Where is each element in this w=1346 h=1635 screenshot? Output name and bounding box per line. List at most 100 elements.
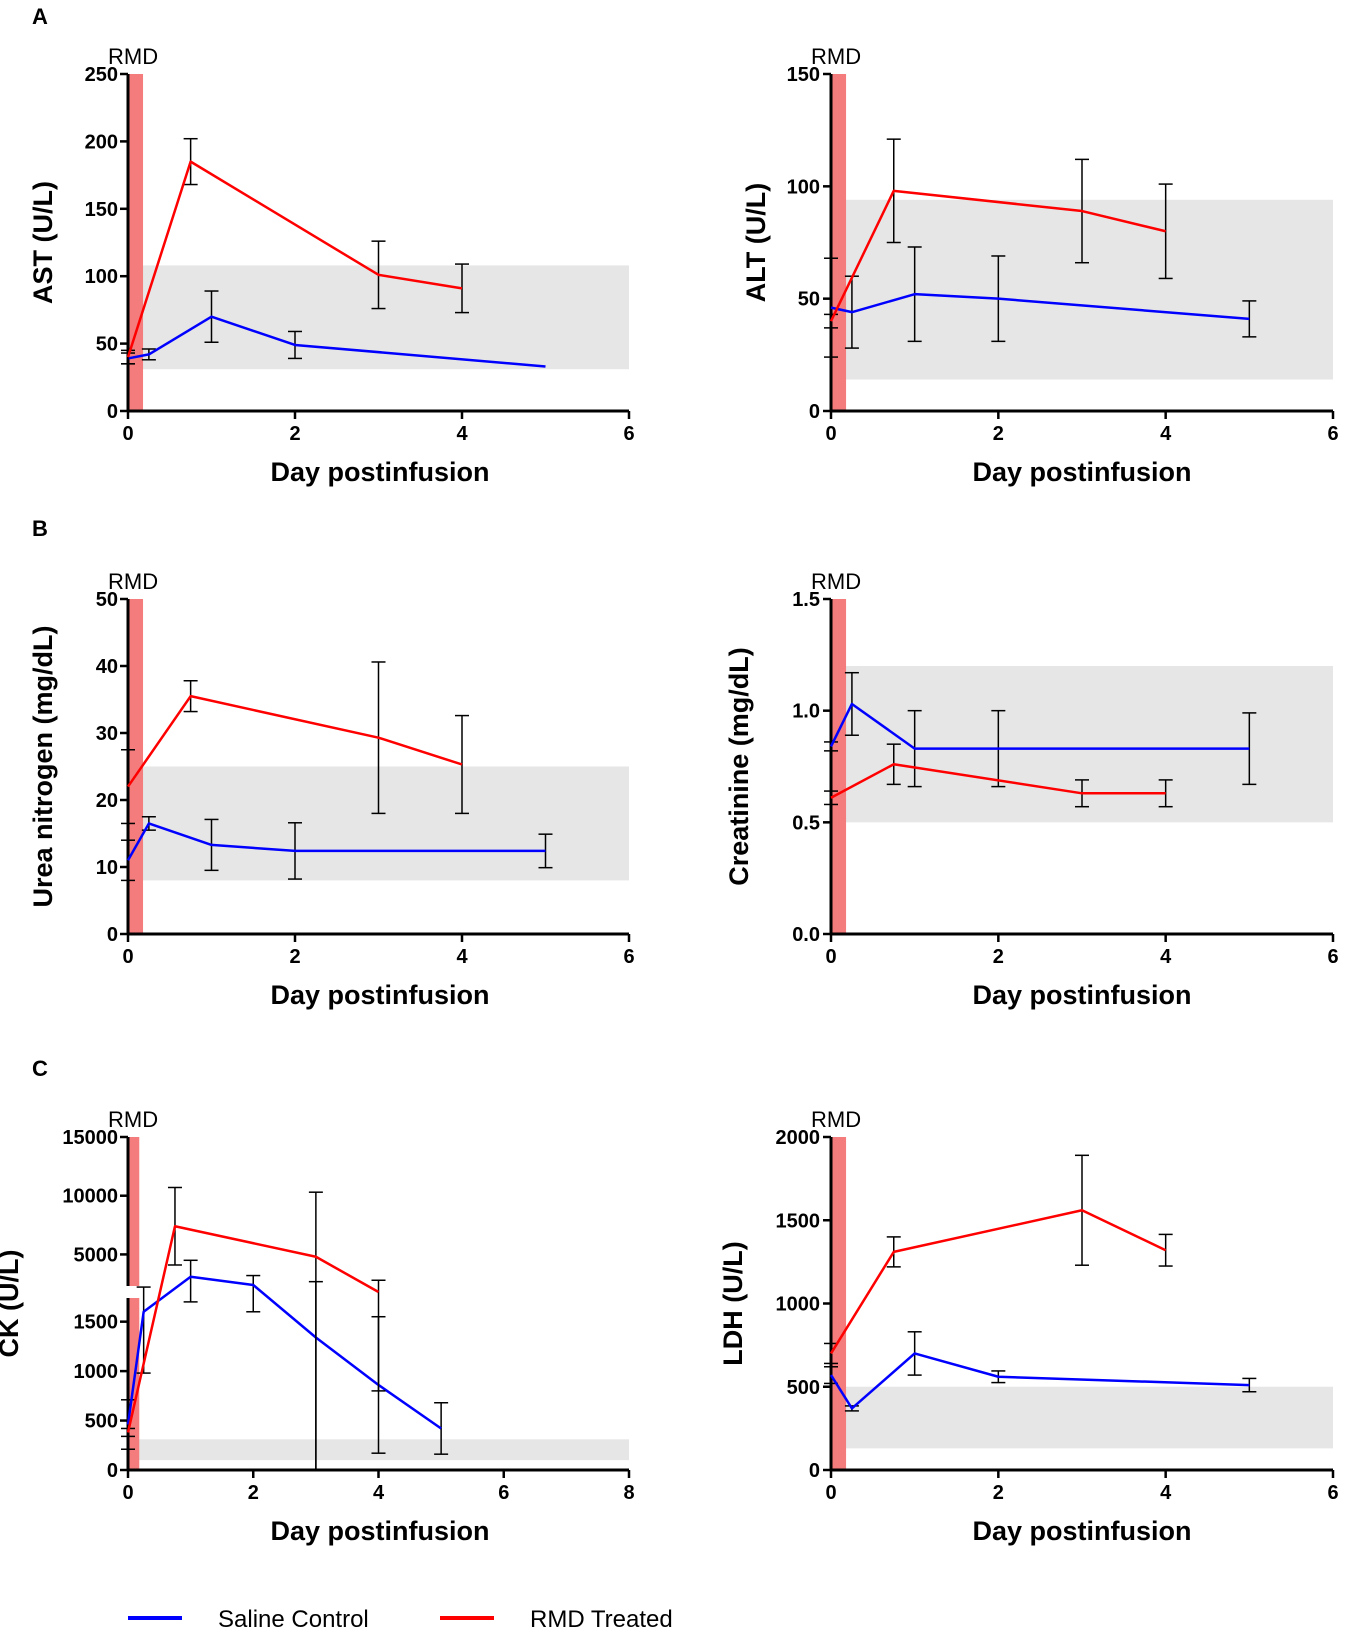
ast-y-tick-label: 250 — [85, 64, 118, 86]
ck-rmd-label: RMD — [108, 1107, 158, 1132]
ldh-y-tick-label: 0 — [809, 1460, 820, 1482]
creatinine-y-tick-label: 1.5 — [792, 589, 820, 611]
ck-rmd-series-line — [126, 1224, 380, 1433]
creatinine-x-axis-title: Day postinfusion — [972, 980, 1191, 1010]
ldh-rmd-series-line — [829, 1209, 1167, 1355]
ast-y-tick-label: 200 — [85, 131, 118, 153]
creatinine-x-tick-label: 0 — [825, 946, 836, 968]
panel-letter-a: A — [32, 4, 48, 29]
ck-x-tick-label: 8 — [623, 1482, 634, 1504]
ast-x-tick-label: 2 — [289, 423, 300, 445]
creatinine-y-axis-title: Creatinine (mg/dL) — [724, 647, 754, 886]
ck-chart: RMD 0 2 4 6 8 0 500 1000 1500 5000 10000 15000 Day po… — [0, 1107, 635, 1546]
alt-y-tick-label: 150 — [787, 64, 820, 86]
ck-y-axis-title: CK (U/L) — [0, 1250, 24, 1358]
alt-y-tick-label: 50 — [798, 289, 820, 311]
ldh-saline-series-line — [829, 1352, 1250, 1410]
ast-y-tick-label: 100 — [85, 266, 118, 288]
ast-x-tick-label: 4 — [456, 423, 468, 445]
ldh-x-tick-label: 0 — [825, 1482, 836, 1504]
bun-x-tick-label: 2 — [289, 946, 300, 968]
alt-rmd-label: RMD — [811, 44, 861, 69]
bun-x-tick-label: 6 — [623, 946, 634, 968]
bun-rmd-label: RMD — [108, 569, 158, 594]
ldh-x-tick-label: 4 — [1160, 1482, 1172, 1504]
ast-saline-series-line — [127, 315, 546, 368]
bun-x-axis-title: Day postinfusion — [270, 980, 489, 1010]
creatinine-rmd-series-line — [830, 763, 1166, 799]
ast-rmd-series-line — [126, 160, 463, 358]
creatinine-y-tick-label: 0.5 — [792, 812, 820, 834]
ldh-y-tick-label: 500 — [787, 1377, 820, 1399]
alt-chart: RMD 0 2 4 6 0 50 100 150 Day postinfusion ALT (U/L… — [741, 44, 1339, 487]
ck-y-tick-label: 10000 — [62, 1186, 118, 1208]
legend-saline-label: Saline Control — [218, 1606, 369, 1633]
ldh-reference-band — [831, 1386, 1333, 1449]
bun-rmd-infusion-bar — [128, 599, 144, 934]
alt-y-tick-label: 0 — [809, 401, 820, 423]
ldh-x-tick-label: 2 — [993, 1482, 1004, 1504]
ck-y-tick-label: 1500 — [74, 1312, 119, 1334]
alt-x-axis-title: Day postinfusion — [972, 457, 1191, 487]
ck-y-tick-label: 15000 — [62, 1127, 118, 1149]
ck-y-tick-label: 1000 — [74, 1361, 119, 1383]
alt-x-tick-label: 2 — [993, 423, 1004, 445]
legend: Saline Control RMD Treated — [128, 1606, 673, 1633]
urea-nitrogen-chart: RMD 0 2 4 6 0 10 20 30 40 50 Day postinfusion Urea n… — [28, 569, 635, 1010]
ldh-rmd-label: RMD — [811, 1107, 861, 1132]
bun-y-tick-label: 10 — [96, 857, 118, 879]
ck-x-tick-label: 0 — [122, 1482, 133, 1504]
legend-rmd-label: RMD Treated — [530, 1606, 673, 1633]
ck-y-tick-label: 5000 — [74, 1244, 119, 1266]
bun-y-tick-label: 50 — [96, 589, 118, 611]
creatinine-y-tick-label: 1.0 — [792, 701, 820, 723]
ck-x-tick-label: 2 — [248, 1482, 259, 1504]
ldh-y-tick-label: 1000 — [776, 1294, 821, 1316]
bun-saline-series-line — [126, 822, 546, 861]
bun-x-tick-label: 0 — [122, 946, 133, 968]
ldh-x-axis-title: Day postinfusion — [972, 1516, 1191, 1546]
bun-y-tick-label: 40 — [96, 656, 118, 678]
ast-y-axis-title: AST (U/L) — [28, 181, 58, 304]
creatinine-x-tick-label: 6 — [1327, 946, 1338, 968]
bun-rmd-series-line — [126, 694, 463, 788]
alt-x-tick-label: 4 — [1160, 423, 1172, 445]
bun-y-tick-label: 20 — [96, 790, 118, 812]
ldh-y-tick-label: 2000 — [776, 1127, 821, 1149]
ldh-y-axis-title: LDH (U/L) — [718, 1241, 748, 1365]
panel-letter-c: C — [32, 1056, 48, 1081]
ldh-x-tick-label: 6 — [1327, 1482, 1338, 1504]
alt-rmd-infusion-bar — [831, 74, 847, 411]
ck-x-axis-title: Day postinfusion — [270, 1516, 489, 1546]
ast-y-tick-label: 0 — [107, 401, 118, 423]
ast-x-tick-label: 6 — [623, 423, 634, 445]
alt-rmd-series-line — [829, 189, 1166, 322]
ast-x-tick-label: 0 — [122, 423, 133, 445]
bun-x-tick-label: 4 — [456, 946, 468, 968]
ck-rmd-infusion-bar — [128, 1137, 140, 1470]
creatinine-x-tick-label: 2 — [993, 946, 1004, 968]
bun-y-tick-label: 30 — [96, 723, 118, 745]
bun-y-axis-title: Urea nitrogen (mg/dL) — [28, 626, 58, 908]
ck-x-tick-label: 4 — [373, 1482, 385, 1504]
alt-y-tick-label: 100 — [787, 176, 820, 198]
ldh-chart: RMD 0 2 4 6 0 500 1000 1500 2000 Day postinfusion L… — [718, 1107, 1339, 1546]
ldh-rmd-infusion-bar — [831, 1137, 847, 1470]
bun-y-tick-label: 0 — [107, 924, 118, 946]
ast-rmd-label: RMD — [108, 44, 158, 69]
ldh-y-tick-label: 1500 — [776, 1210, 821, 1232]
ck-y-tick-label: 0 — [107, 1460, 118, 1482]
creatinine-chart: RMD 0 2 4 6 0.0 0.5 1.0 1.5 Day postinfusion Creat… — [724, 569, 1339, 1010]
alt-saline-series-line — [830, 292, 1250, 321]
ast-chart: RMD 0 2 4 6 0 50 100 150 200 250 Day postinfusion AS… — [28, 44, 635, 487]
creatinine-y-tick-label: 0.0 — [792, 924, 820, 946]
alt-x-tick-label: 6 — [1327, 423, 1338, 445]
ast-rmd-infusion-bar — [128, 74, 144, 411]
ck-y-tick-label: 500 — [85, 1411, 118, 1433]
panel-letter-b: B — [32, 516, 48, 541]
ck-x-tick-label: 6 — [498, 1482, 509, 1504]
ast-x-axis-title: Day postinfusion — [270, 457, 489, 487]
creatinine-x-tick-label: 4 — [1160, 946, 1172, 968]
ast-y-tick-label: 50 — [96, 334, 118, 356]
